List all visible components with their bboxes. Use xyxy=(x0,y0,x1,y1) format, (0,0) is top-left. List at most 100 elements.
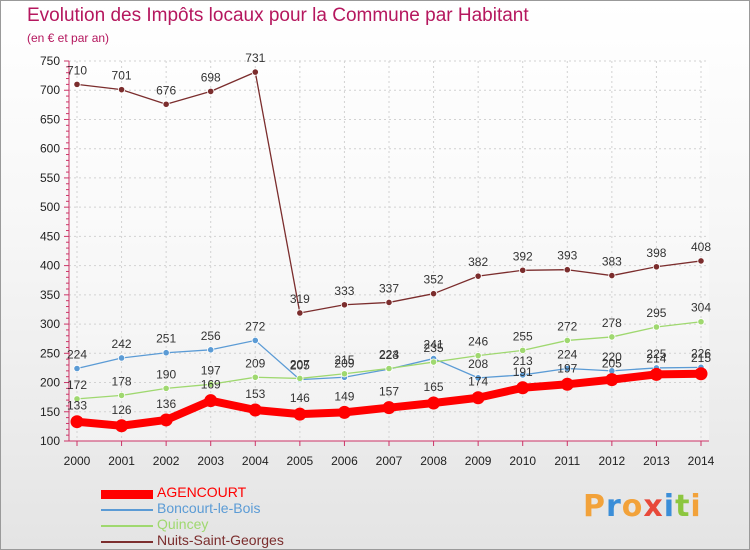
data-label-nuits-saint-georges: 393 xyxy=(557,249,577,263)
data-label-quincey: 255 xyxy=(513,329,533,343)
logo-letter: x xyxy=(643,489,664,524)
data-label-agencourt: 126 xyxy=(112,403,132,417)
data-point-boncourt-le-bois xyxy=(207,346,215,354)
data-label-agencourt: 153 xyxy=(245,387,265,401)
data-label-quincey: 172 xyxy=(67,378,87,392)
data-label-agencourt: 215 xyxy=(691,351,711,365)
data-label-agencourt: 146 xyxy=(290,391,310,405)
data-label-nuits-saint-georges: 383 xyxy=(602,255,622,269)
data-label-quincey: 235 xyxy=(424,341,444,355)
data-label-boncourt-le-bois: 256 xyxy=(201,329,221,343)
data-label-quincey: 224 xyxy=(379,348,399,362)
x-tick-label: 2007 xyxy=(376,454,403,468)
data-point-agencourt xyxy=(694,367,708,381)
data-point-nuits-saint-georges xyxy=(207,87,215,96)
data-point-quincey xyxy=(519,346,527,354)
y-tick-label: 100 xyxy=(40,434,60,448)
y-tick-label: 350 xyxy=(40,288,60,302)
x-tick-label: 2003 xyxy=(197,454,224,468)
chart-title: Evolution des Impôts locaux pour la Comm… xyxy=(27,5,529,26)
data-point-nuits-saint-georges xyxy=(117,86,126,94)
data-point-boncourt-le-bois xyxy=(117,354,126,362)
data-label-quincey: 190 xyxy=(156,367,176,381)
data-label-nuits-saint-georges: 319 xyxy=(290,292,310,306)
data-point-agencourt xyxy=(471,391,485,405)
data-label-nuits-saint-georges: 698 xyxy=(201,70,221,84)
data-point-boncourt-le-bois xyxy=(162,349,170,357)
data-point-nuits-saint-georges xyxy=(652,263,661,271)
data-point-quincey xyxy=(296,374,304,383)
data-label-nuits-saint-georges: 701 xyxy=(112,69,132,83)
data-label-quincey: 207 xyxy=(290,357,310,371)
data-point-agencourt xyxy=(115,419,129,433)
data-label-agencourt: 205 xyxy=(602,357,622,371)
data-label-boncourt-le-bois: 225 xyxy=(646,347,666,361)
data-point-quincey xyxy=(73,395,81,403)
data-label-quincey: 215 xyxy=(334,353,354,367)
data-point-agencourt xyxy=(248,403,262,417)
logo-letter: t xyxy=(675,489,691,524)
data-label-boncourt-le-bois: 208 xyxy=(468,357,488,371)
data-label-agencourt: 169 xyxy=(201,378,221,392)
data-point-boncourt-le-bois xyxy=(73,364,81,373)
data-label-boncourt-le-bois: 251 xyxy=(156,332,176,346)
data-point-quincey xyxy=(117,391,126,399)
y-tick-label: 200 xyxy=(40,376,60,390)
data-label-nuits-saint-georges: 337 xyxy=(379,281,399,295)
data-label-nuits-saint-georges: 333 xyxy=(334,284,354,298)
data-point-quincey xyxy=(608,333,616,341)
data-label-boncourt-le-bois: 242 xyxy=(112,337,132,351)
data-point-agencourt xyxy=(337,405,351,419)
chart-subtitle: (en € et par an) xyxy=(27,31,110,45)
data-point-nuits-saint-georges xyxy=(162,100,170,108)
data-label-quincey: 304 xyxy=(691,301,711,315)
x-tick-label: 2004 xyxy=(242,454,269,468)
x-tick-label: 2014 xyxy=(688,454,715,468)
data-label-boncourt-le-bois: 220 xyxy=(602,350,622,364)
data-point-agencourt xyxy=(204,394,218,408)
x-tick-label: 2006 xyxy=(331,454,358,468)
logo-letter: o xyxy=(621,489,644,524)
data-point-boncourt-le-bois xyxy=(251,336,259,345)
data-point-agencourt xyxy=(427,396,441,410)
data-point-nuits-saint-georges xyxy=(340,301,349,309)
data-point-quincey xyxy=(697,318,705,326)
data-label-nuits-saint-georges: 352 xyxy=(424,273,444,287)
proxiti-logo: Proxiti xyxy=(583,489,702,524)
data-point-boncourt-le-bois xyxy=(519,371,527,379)
data-point-quincey xyxy=(207,380,215,388)
data-label-nuits-saint-georges: 392 xyxy=(513,249,533,263)
legend-swatch xyxy=(101,490,153,499)
data-label-nuits-saint-georges: 408 xyxy=(691,240,711,254)
legend-swatch xyxy=(101,509,153,511)
data-label-boncourt-le-bois: 213 xyxy=(513,354,533,368)
data-point-agencourt xyxy=(605,373,619,387)
data-point-nuits-saint-georges xyxy=(73,80,81,88)
data-point-agencourt xyxy=(382,401,396,415)
data-point-quincey xyxy=(340,370,349,378)
data-label-boncourt-le-bois: 272 xyxy=(245,319,265,333)
data-label-agencourt: 174 xyxy=(468,375,488,389)
data-label-agencourt: 191 xyxy=(513,365,533,379)
legend-label: Quincey xyxy=(157,516,209,532)
data-label-boncourt-le-bois: 205 xyxy=(290,359,310,373)
data-point-boncourt-le-bois xyxy=(474,374,482,382)
y-tick-label: 400 xyxy=(40,259,60,273)
data-point-agencourt xyxy=(293,407,307,421)
x-tick-label: 2008 xyxy=(420,454,447,468)
x-tick-label: 2002 xyxy=(153,454,180,468)
x-tick-label: 2005 xyxy=(287,454,314,468)
x-tick-label: 2001 xyxy=(108,454,135,468)
data-point-nuits-saint-georges xyxy=(563,266,571,274)
data-label-quincey: 209 xyxy=(245,356,265,370)
x-tick-label: 2013 xyxy=(643,454,670,468)
data-point-nuits-saint-georges xyxy=(519,266,527,274)
y-tick-label: 150 xyxy=(40,405,60,419)
data-label-quincey: 278 xyxy=(602,316,622,330)
data-point-agencourt xyxy=(159,413,173,427)
y-tick-label: 300 xyxy=(40,317,60,331)
x-tick-label: 2000 xyxy=(64,454,91,468)
data-point-nuits-saint-georges xyxy=(697,257,705,265)
data-label-nuits-saint-georges: 382 xyxy=(468,255,488,269)
data-point-nuits-saint-georges xyxy=(429,290,438,298)
